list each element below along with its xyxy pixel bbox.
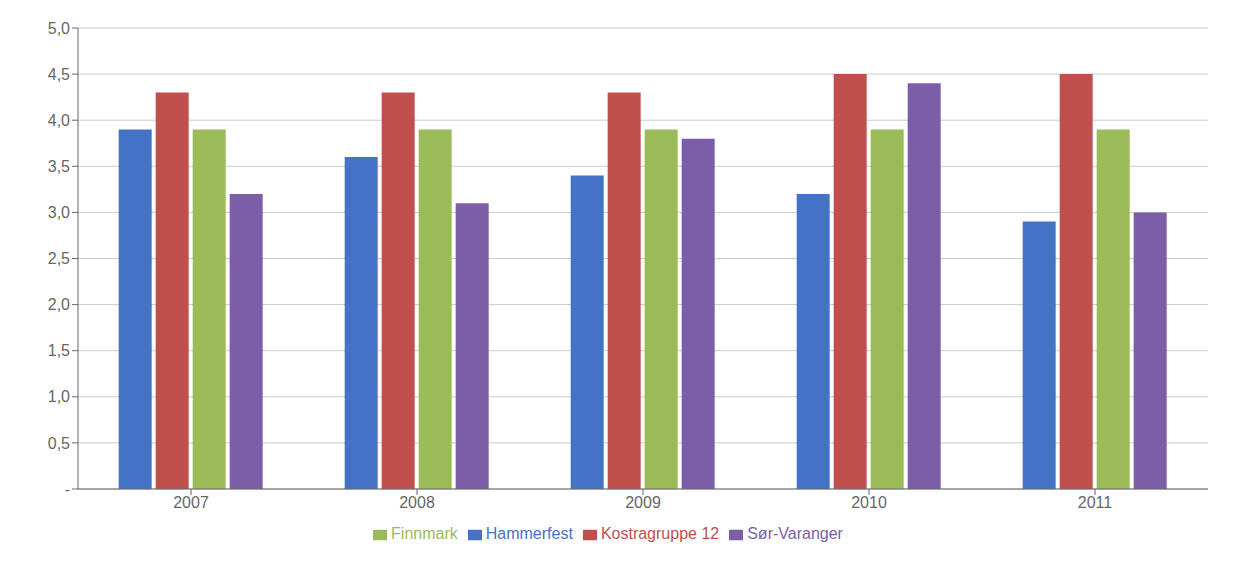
svg-text:2011: 2011 xyxy=(1078,494,1113,511)
svg-text:2,0: 2,0 xyxy=(48,296,70,313)
svg-text:1,0: 1,0 xyxy=(48,388,70,405)
svg-text:2009: 2009 xyxy=(625,494,661,511)
html-text:Sør-Varanger: Sør-Varanger xyxy=(747,525,843,542)
svg-text:-: - xyxy=(65,481,70,498)
html-text:Finnmark: Finnmark xyxy=(391,525,458,542)
svg-text:0,5: 0,5 xyxy=(48,435,70,452)
svg-text:2008: 2008 xyxy=(399,494,435,511)
svg-text:2007: 2007 xyxy=(173,494,209,511)
svg-text:2010: 2010 xyxy=(851,494,887,511)
svg-text:4,0: 4,0 xyxy=(48,112,70,129)
html-text:Hammerfest: Hammerfest xyxy=(485,525,573,542)
svg-text:1,5: 1,5 xyxy=(48,342,70,359)
svg-text:2,5: 2,5 xyxy=(48,250,70,267)
svg-text:3,5: 3,5 xyxy=(48,158,70,175)
svg-text:4,5: 4,5 xyxy=(48,66,70,83)
html-text:Kostragruppe 12: Kostragruppe 12 xyxy=(600,525,720,542)
svg-text:3,0: 3,0 xyxy=(48,204,70,221)
svg-text:5,0: 5,0 xyxy=(48,20,70,37)
